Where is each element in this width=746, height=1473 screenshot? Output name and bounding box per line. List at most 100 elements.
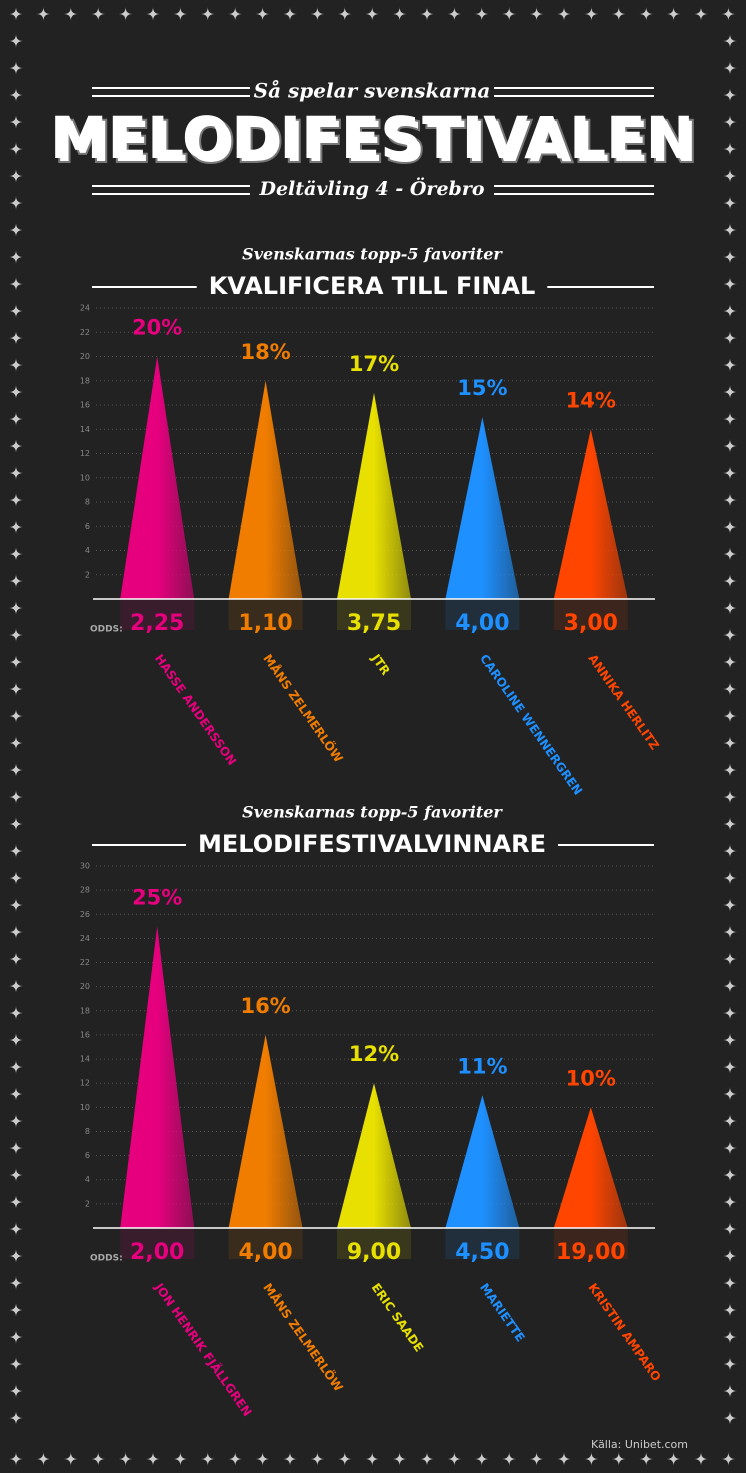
star [337, 1452, 352, 1466]
star [118, 7, 133, 21]
star [36, 7, 51, 21]
star [9, 385, 23, 399]
star [9, 709, 23, 723]
chart-title: MELODIFESTIVALVINNARE [198, 830, 546, 858]
star [723, 871, 737, 885]
reflection [337, 600, 411, 630]
triangle-bar [553, 429, 628, 599]
star [9, 1384, 23, 1398]
star [9, 7, 23, 21]
reflection [228, 1229, 303, 1259]
star [584, 7, 599, 21]
triangle-bar [337, 1083, 411, 1228]
value-label: 11% [457, 1054, 507, 1078]
star [723, 763, 737, 777]
star [9, 196, 23, 210]
star [9, 817, 23, 831]
star [723, 1384, 737, 1398]
star [9, 763, 23, 777]
star [723, 655, 737, 669]
star [91, 1452, 106, 1466]
star [365, 7, 380, 21]
y-tick-label: 14 [80, 1055, 90, 1064]
star [9, 1006, 23, 1020]
star [723, 979, 737, 993]
reflection [553, 600, 628, 630]
star [9, 790, 23, 804]
triangle-bar [228, 380, 303, 599]
reflection [120, 600, 195, 630]
star [9, 493, 23, 507]
star [9, 601, 23, 615]
star [9, 844, 23, 858]
tagline: Så spelar svenskarna [254, 79, 491, 103]
star [9, 682, 23, 696]
star [255, 7, 270, 21]
star [723, 493, 737, 507]
star [723, 709, 737, 723]
y-tick-label: 18 [80, 376, 90, 385]
star [723, 898, 737, 912]
star [392, 1452, 407, 1466]
y-tick-label: 18 [80, 1006, 90, 1015]
y-tick-label: 20 [80, 352, 90, 361]
triangle-bar [120, 926, 195, 1228]
star [723, 250, 737, 264]
star [723, 1006, 737, 1020]
star [9, 1411, 23, 1425]
star [9, 277, 23, 291]
star [557, 1452, 571, 1466]
star [36, 1452, 51, 1466]
star [502, 1452, 517, 1466]
star [9, 736, 23, 750]
star [723, 1249, 737, 1263]
star [723, 628, 737, 642]
y-tick-label: 28 [80, 886, 90, 895]
star [639, 7, 654, 21]
star [723, 1114, 737, 1128]
star [9, 628, 23, 642]
star [9, 655, 23, 669]
star-border [9, 7, 737, 1466]
star [173, 7, 188, 21]
star [723, 1168, 737, 1182]
odds-value: 9,00 [347, 1240, 401, 1265]
star [255, 1452, 270, 1466]
star [723, 358, 737, 372]
reflection [120, 1229, 195, 1259]
star [9, 466, 23, 480]
star [9, 439, 23, 453]
star [723, 277, 737, 291]
star [283, 7, 297, 21]
star [200, 1452, 215, 1466]
star [63, 1452, 78, 1466]
star [723, 412, 737, 426]
star [723, 520, 737, 534]
y-tick-label: 8 [85, 498, 90, 507]
star [9, 169, 23, 183]
triangle-bar [228, 1034, 303, 1228]
star [9, 223, 23, 237]
odds-value: 19,00 [556, 1240, 626, 1265]
star [474, 7, 489, 21]
star [146, 1452, 160, 1466]
value-label: 10% [566, 1066, 616, 1090]
star [337, 7, 352, 21]
star [723, 142, 737, 156]
star [502, 7, 517, 21]
star [9, 1195, 23, 1209]
star [9, 358, 23, 372]
y-tick-label: 6 [85, 1151, 90, 1160]
star [723, 790, 737, 804]
value-label: 16% [240, 994, 290, 1018]
star [723, 925, 737, 939]
star [9, 412, 23, 426]
value-label: 14% [566, 388, 616, 412]
star [310, 1452, 325, 1466]
source: Källa: Unibet.com [591, 1438, 688, 1451]
star [723, 817, 737, 831]
star [9, 925, 23, 939]
star [723, 1060, 737, 1074]
star [666, 1452, 681, 1466]
star [9, 574, 23, 588]
